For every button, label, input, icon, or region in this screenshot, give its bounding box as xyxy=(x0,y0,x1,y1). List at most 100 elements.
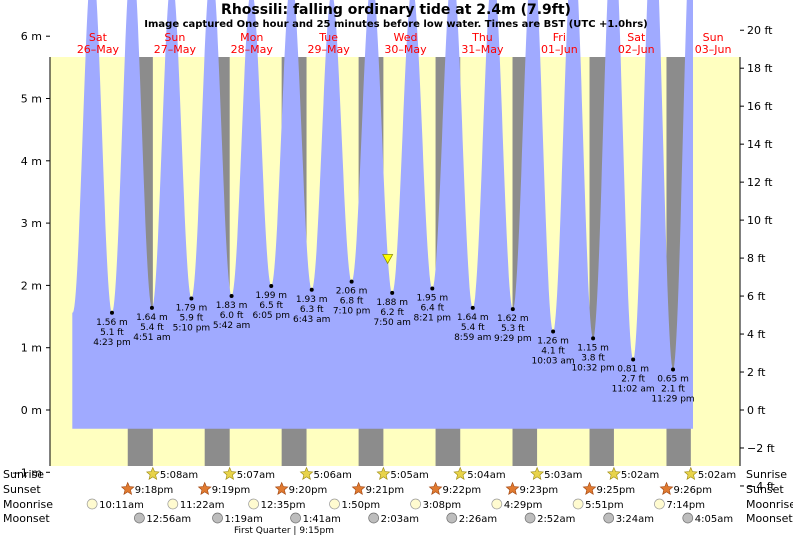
low-tide-feet: 4.1 ft xyxy=(541,347,565,357)
moonset-time: 2:03am xyxy=(381,514,419,525)
chart-subtitle: Image captured One hour and 25 minutes b… xyxy=(144,19,647,30)
day-labels: Sat26–MaySun27–MayMon28–MayTue29–MayWed3… xyxy=(77,31,732,56)
sunset-icon xyxy=(582,481,597,495)
sunset-time: 9:25pm xyxy=(597,485,636,496)
day-date-label: 30–May xyxy=(384,43,427,56)
low-tide-time: 4:23 pm xyxy=(93,338,131,348)
low-tide-point xyxy=(189,296,194,301)
day-of-week-label: Mon xyxy=(240,31,263,44)
moonset-row-label-right: Moonset xyxy=(746,512,793,525)
low-tide-feet: 3.8 ft xyxy=(581,353,605,363)
low-tide-feet: 2.1 ft xyxy=(661,385,685,395)
low-tide-point xyxy=(551,329,556,334)
sunrise-icon xyxy=(683,466,698,480)
low-tide-feet: 6.4 ft xyxy=(420,304,444,314)
right-tick-label: 4 ft xyxy=(747,328,766,341)
sunrise-icon xyxy=(222,466,237,480)
low-tide-time: 10:32 pm xyxy=(571,363,614,373)
low-tide-feet: 6.5 ft xyxy=(259,301,283,311)
sunrise-time: 5:03am xyxy=(544,470,582,481)
sunset-time: 9:19pm xyxy=(212,485,251,496)
sunset-icon xyxy=(274,481,289,495)
low-tide-time: 5:42 am xyxy=(213,321,250,331)
low-tide-metres: 1.26 m xyxy=(537,337,569,347)
low-tide-metres: 1.56 m xyxy=(96,318,128,328)
day-date-label: 31–May xyxy=(461,43,504,56)
moonset-row-label-left: Moonset xyxy=(3,512,50,525)
low-tide-feet: 6.0 ft xyxy=(220,311,244,321)
right-tick-label: 18 ft xyxy=(747,62,773,75)
axes: −1 m0 m1 m2 m3 m4 m5 m6 m7 m8 m9 m−4 ft−… xyxy=(12,24,776,493)
low-tide-metres: 1.83 m xyxy=(216,301,248,311)
day-date-label: 01–Jun xyxy=(541,43,578,56)
moonset-icon xyxy=(368,512,380,524)
right-tick-label: 12 ft xyxy=(747,176,773,189)
moonrise-row-label-right: Moonrise xyxy=(746,498,793,511)
day-of-week-label: Wed xyxy=(394,31,418,44)
moonset-time: 1:41am xyxy=(303,514,341,525)
moonset-icon xyxy=(446,512,458,524)
moonrise-icon xyxy=(329,498,340,510)
moonset-icon xyxy=(603,512,615,524)
low-tide-point xyxy=(591,336,596,341)
sun-moon-rows: Sunrise Sunrise Sunset Sunset Moonrise Moonri… xyxy=(3,466,793,536)
low-tide-point xyxy=(631,357,636,362)
moonrise-time: 12:35pm xyxy=(261,500,306,511)
sunset-icon xyxy=(428,481,443,495)
tide-area xyxy=(72,0,693,429)
low-tide-metres: 2.06 m xyxy=(336,287,368,297)
right-tick-label: 2 ft xyxy=(747,366,766,379)
moonrise-icon xyxy=(572,498,584,510)
sunrise-icon xyxy=(530,466,545,480)
sunset-time: 9:22pm xyxy=(443,485,482,496)
right-tick-label: −2 ft xyxy=(747,442,775,455)
day-background xyxy=(50,57,76,466)
day-of-week-label: Sun xyxy=(164,31,185,44)
low-tide-time: 5:10 pm xyxy=(173,323,211,333)
low-tide-metres: 1.64 m xyxy=(136,313,168,323)
sunset-row-label-left: Sunset xyxy=(3,483,41,496)
low-tide-point xyxy=(470,305,475,310)
low-tide-metres: 1.64 m xyxy=(457,313,489,323)
low-tide-metres: 1.93 m xyxy=(296,295,328,305)
moonset-time: 3:24am xyxy=(616,514,654,525)
low-tide-point xyxy=(349,279,354,284)
low-tide-time: 4:51 am xyxy=(133,333,170,343)
low-tide-metres: 1.62 m xyxy=(497,314,529,324)
day-of-week-label: Thu xyxy=(471,31,493,44)
right-tick-label: 6 ft xyxy=(747,290,766,303)
sunrise-row-label-right: Sunrise xyxy=(746,468,787,481)
sunset-time: 9:23pm xyxy=(520,485,559,496)
low-tide-metres: 1.88 m xyxy=(376,298,408,308)
chart-title: Rhossili: falling ordinary tide at 2.4m … xyxy=(221,2,571,18)
day-date-label: 27–May xyxy=(154,43,197,56)
low-tide-time: 10:03 am xyxy=(532,357,575,367)
moonset-icon xyxy=(524,512,536,524)
low-tide-time: 6:05 pm xyxy=(252,311,290,321)
sunrise-time: 5:06am xyxy=(314,470,352,481)
moonset-icon xyxy=(212,512,223,524)
sunrise-time: 5:08am xyxy=(160,470,198,481)
right-tick-label: 16 ft xyxy=(747,100,773,113)
sunrise-time: 5:04am xyxy=(467,470,505,481)
sunset-icon xyxy=(351,481,366,495)
day-of-week-label: Sat xyxy=(89,31,108,44)
day-date-label: 28–May xyxy=(231,43,274,56)
right-tick-label: 0 ft xyxy=(747,404,766,417)
day-date-label: 02–Jun xyxy=(618,43,655,56)
sunset-icon xyxy=(197,481,212,495)
moonrise-time: 10:11am xyxy=(99,500,144,511)
low-tide-point xyxy=(309,287,314,292)
sunrise-icon xyxy=(606,466,621,480)
moonset-icon xyxy=(134,512,145,524)
moonrise-icon xyxy=(167,498,179,510)
sunrise-time: 5:02am xyxy=(621,470,659,481)
sunset-icon xyxy=(120,481,135,495)
right-tick-label: 20 ft xyxy=(747,24,773,37)
right-tick-label: 14 ft xyxy=(747,138,773,151)
low-tide-feet: 5.4 ft xyxy=(461,323,485,333)
moonrise-time: 3:08pm xyxy=(423,500,462,511)
left-tick-label: 1 m xyxy=(21,342,42,355)
sunrise-time: 5:05am xyxy=(390,470,428,481)
